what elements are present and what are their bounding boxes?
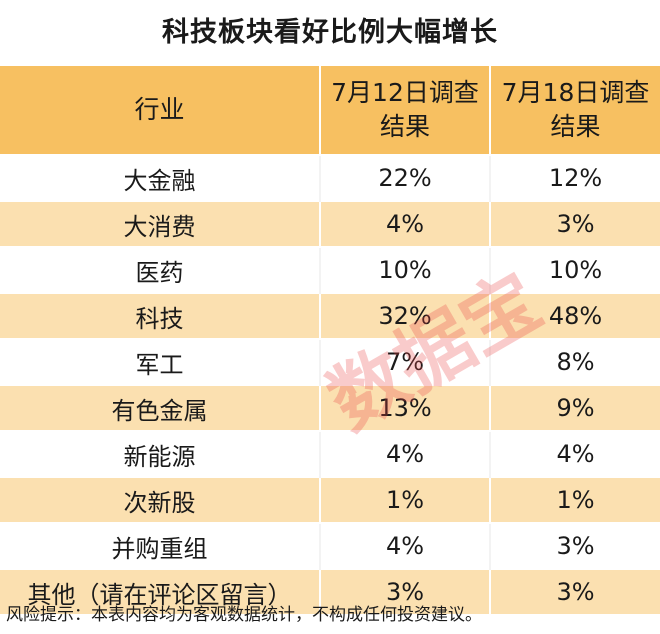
industry-cell: 大金融 — [0, 154, 321, 201]
header-july-12-result: 7月12日调查结果 — [320, 66, 491, 155]
table-row: 有色金属 13% 9% — [0, 384, 660, 431]
july-12-value: 22% — [320, 154, 491, 201]
july-18-value: 48% — [490, 292, 660, 339]
table-row: 其他（请在评论区留言） 3% 3% — [0, 568, 660, 614]
table-row: 大消费 4% 3% — [0, 200, 660, 247]
table-header-row: 行业 7月12日调查结果 7月18日调查结果 — [0, 66, 660, 155]
table-row: 新能源 4% 4% — [0, 430, 660, 477]
table-row: 并购重组 4% 3% — [0, 522, 660, 569]
industry-cell: 其他（请在评论区留言） — [0, 568, 321, 614]
risk-disclaimer: 风险提示：本表内容均为客观数据统计，不构成任何投资建议。 — [6, 605, 482, 625]
table-row: 大金融 22% 12% — [0, 154, 660, 201]
july-18-value: 1% — [490, 476, 660, 523]
july-18-value: 3% — [490, 568, 660, 614]
july-18-value: 12% — [490, 154, 660, 201]
july-12-value: 4% — [320, 522, 491, 569]
industry-cell: 并购重组 — [0, 522, 321, 569]
july-18-value: 10% — [490, 246, 660, 293]
july-12-value: 4% — [320, 430, 491, 477]
july-18-value: 3% — [490, 522, 660, 569]
july-18-value: 9% — [490, 384, 660, 431]
july-12-value: 32% — [320, 292, 491, 339]
header-industry: 行业 — [0, 66, 321, 155]
july-18-value: 8% — [490, 338, 660, 385]
july-12-value: 10% — [320, 246, 491, 293]
industry-cell: 大消费 — [0, 200, 321, 247]
table-row: 医药 10% 10% — [0, 246, 660, 293]
july-12-value: 4% — [320, 200, 491, 247]
table-row: 次新股 1% 1% — [0, 476, 660, 523]
table-row: 军工 7% 8% — [0, 338, 660, 385]
table-row: 科技 32% 48% — [0, 292, 660, 339]
header-july-18-result: 7月18日调查结果 — [490, 66, 660, 155]
industry-cell: 军工 — [0, 338, 321, 385]
july-18-value: 4% — [490, 430, 660, 477]
industry-cell: 次新股 — [0, 476, 321, 523]
industry-cell: 新能源 — [0, 430, 321, 477]
table-title: 科技板块看好比例大幅增长 — [162, 17, 498, 48]
july-18-value: 3% — [490, 200, 660, 247]
july-12-value: 13% — [320, 384, 491, 431]
industry-cell: 医药 — [0, 246, 321, 293]
survey-table: 行业 7月12日调查结果 7月18日调查结果 大金融 22% 12% 大消费 4… — [0, 66, 660, 614]
july-12-value: 3% — [320, 568, 491, 614]
july-12-value: 1% — [320, 476, 491, 523]
industry-cell: 科技 — [0, 292, 321, 339]
july-12-value: 7% — [320, 338, 491, 385]
industry-cell: 有色金属 — [0, 384, 321, 431]
